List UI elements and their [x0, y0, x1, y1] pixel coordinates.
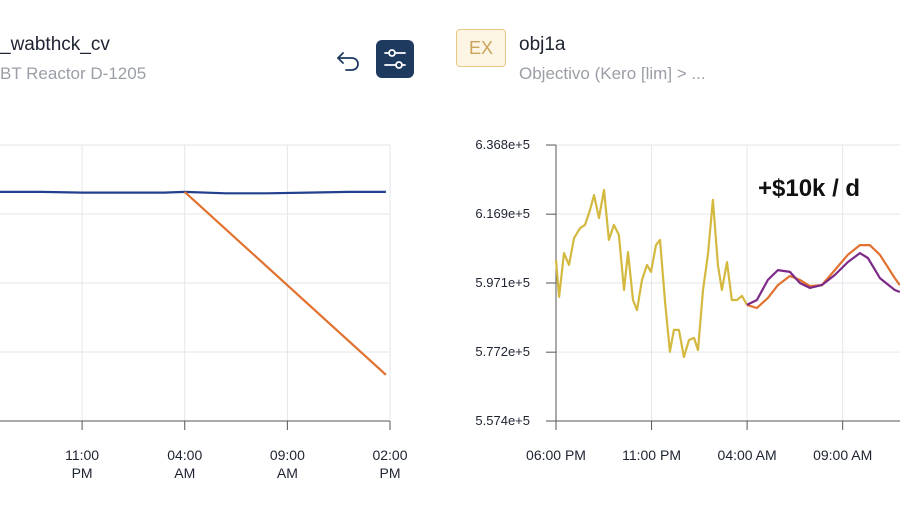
right-title: obj1a: [519, 34, 566, 55]
annotation: +$10k / d: [758, 175, 861, 202]
right-subtitle: Objectivo (Kero [lim] > ...: [519, 64, 706, 83]
y-tick-label: 6.169e+5: [475, 206, 530, 222]
settings-bg: [376, 40, 414, 78]
left-subtitle: BT Reactor D-1205: [0, 64, 147, 83]
undo-button[interactable]: [337, 52, 359, 71]
x-tick-label: 09:00 AM: [269, 447, 305, 481]
series-line: [0, 190, 386, 195]
x-tick-label: 04:00 AM: [167, 447, 203, 481]
series-line: [554, 188, 748, 359]
settings-icon: [384, 49, 406, 69]
y-tick-label: 5.772e+5: [475, 344, 530, 360]
x-tick-label: 11:00 PM: [622, 447, 681, 463]
undo-curve: [337, 57, 359, 71]
x-tick-label: 04:00 AM: [717, 447, 777, 463]
x-tick-label: 02:00 PM: [372, 447, 408, 481]
x-tick-label: 06:00 PM: [526, 447, 586, 463]
left-title: _wabthck_cv: [0, 34, 110, 55]
y-tick-label: 5.971e+5: [475, 275, 530, 290]
settings-button[interactable]: [376, 40, 414, 78]
x-tick-label: 11:00 PM: [65, 447, 100, 481]
series-line: [746, 252, 900, 306]
y-tick-label: 6.368e+5: [475, 137, 530, 152]
series-line: [183, 191, 387, 376]
y-tick-label: 5.574e+5: [475, 413, 530, 428]
badge: EX: [456, 29, 506, 67]
x-tick-label: 09:00 AM: [813, 447, 873, 463]
